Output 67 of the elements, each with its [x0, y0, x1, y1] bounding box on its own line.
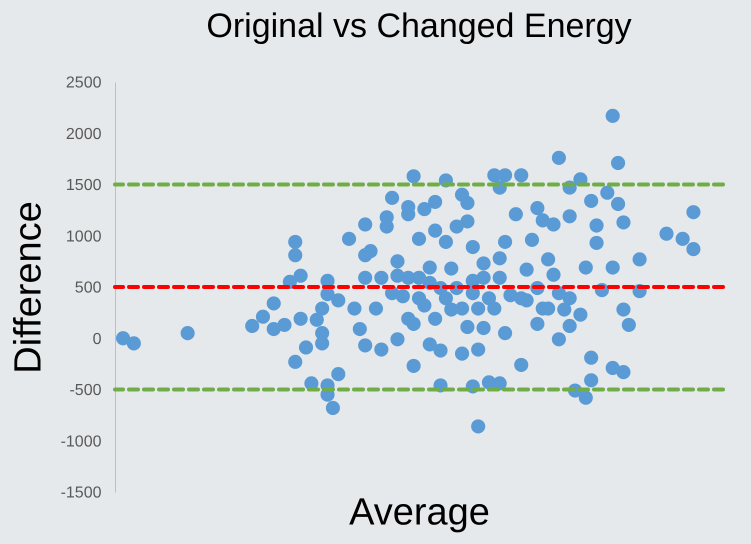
point [471, 342, 486, 357]
y-tick-label: 0 [92, 330, 102, 348]
point [454, 301, 470, 316]
point [358, 217, 372, 232]
y-tick-label: 1000 [66, 228, 102, 246]
point [492, 251, 507, 266]
point [315, 301, 330, 316]
y-tick-label: 2500 [66, 74, 102, 92]
point [471, 301, 486, 316]
point [460, 214, 474, 228]
y-tick-label: -500 [69, 382, 102, 399]
point [584, 350, 598, 365]
point [444, 261, 458, 276]
point [401, 270, 416, 285]
point [552, 332, 566, 346]
point [584, 373, 598, 388]
point [288, 354, 302, 369]
point [266, 322, 281, 336]
y-tick-label: 2000 [66, 126, 102, 143]
point [315, 336, 330, 350]
point [438, 291, 453, 306]
point [573, 308, 588, 322]
point [466, 240, 480, 254]
y-tick-label: 1500 [66, 177, 102, 194]
point [331, 293, 346, 308]
point [412, 291, 426, 306]
point [578, 260, 593, 275]
point [611, 156, 626, 170]
point [616, 302, 631, 317]
point [487, 301, 502, 316]
y-tick-label: 500 [74, 280, 102, 296]
point [406, 169, 421, 184]
y-axis-title: Difference [8, 201, 50, 374]
y-tick-label: -1500 [60, 484, 102, 502]
point [546, 217, 561, 232]
point [288, 248, 302, 262]
point [606, 260, 620, 275]
point [514, 358, 528, 372]
point [492, 270, 507, 285]
y-tick-label: -1000 [60, 433, 102, 450]
point [514, 291, 528, 306]
x-axis-title: Average [349, 492, 490, 534]
point [358, 270, 372, 285]
point [562, 291, 577, 306]
point [589, 218, 604, 233]
point [460, 196, 474, 210]
point [294, 312, 308, 326]
point [476, 270, 491, 285]
point [428, 312, 442, 326]
point [498, 326, 512, 340]
point [606, 360, 620, 376]
point [428, 194, 442, 209]
point [422, 260, 437, 275]
point [374, 270, 388, 285]
point [390, 254, 405, 268]
chart-title: Original vs Changed Energy [206, 7, 632, 45]
point [530, 316, 544, 331]
point [433, 343, 448, 358]
point [686, 205, 700, 220]
point [498, 234, 512, 249]
point [476, 320, 491, 336]
point [390, 332, 405, 346]
point [401, 312, 416, 326]
point [358, 248, 372, 262]
point [482, 291, 496, 306]
point [562, 209, 577, 224]
point [616, 365, 631, 380]
